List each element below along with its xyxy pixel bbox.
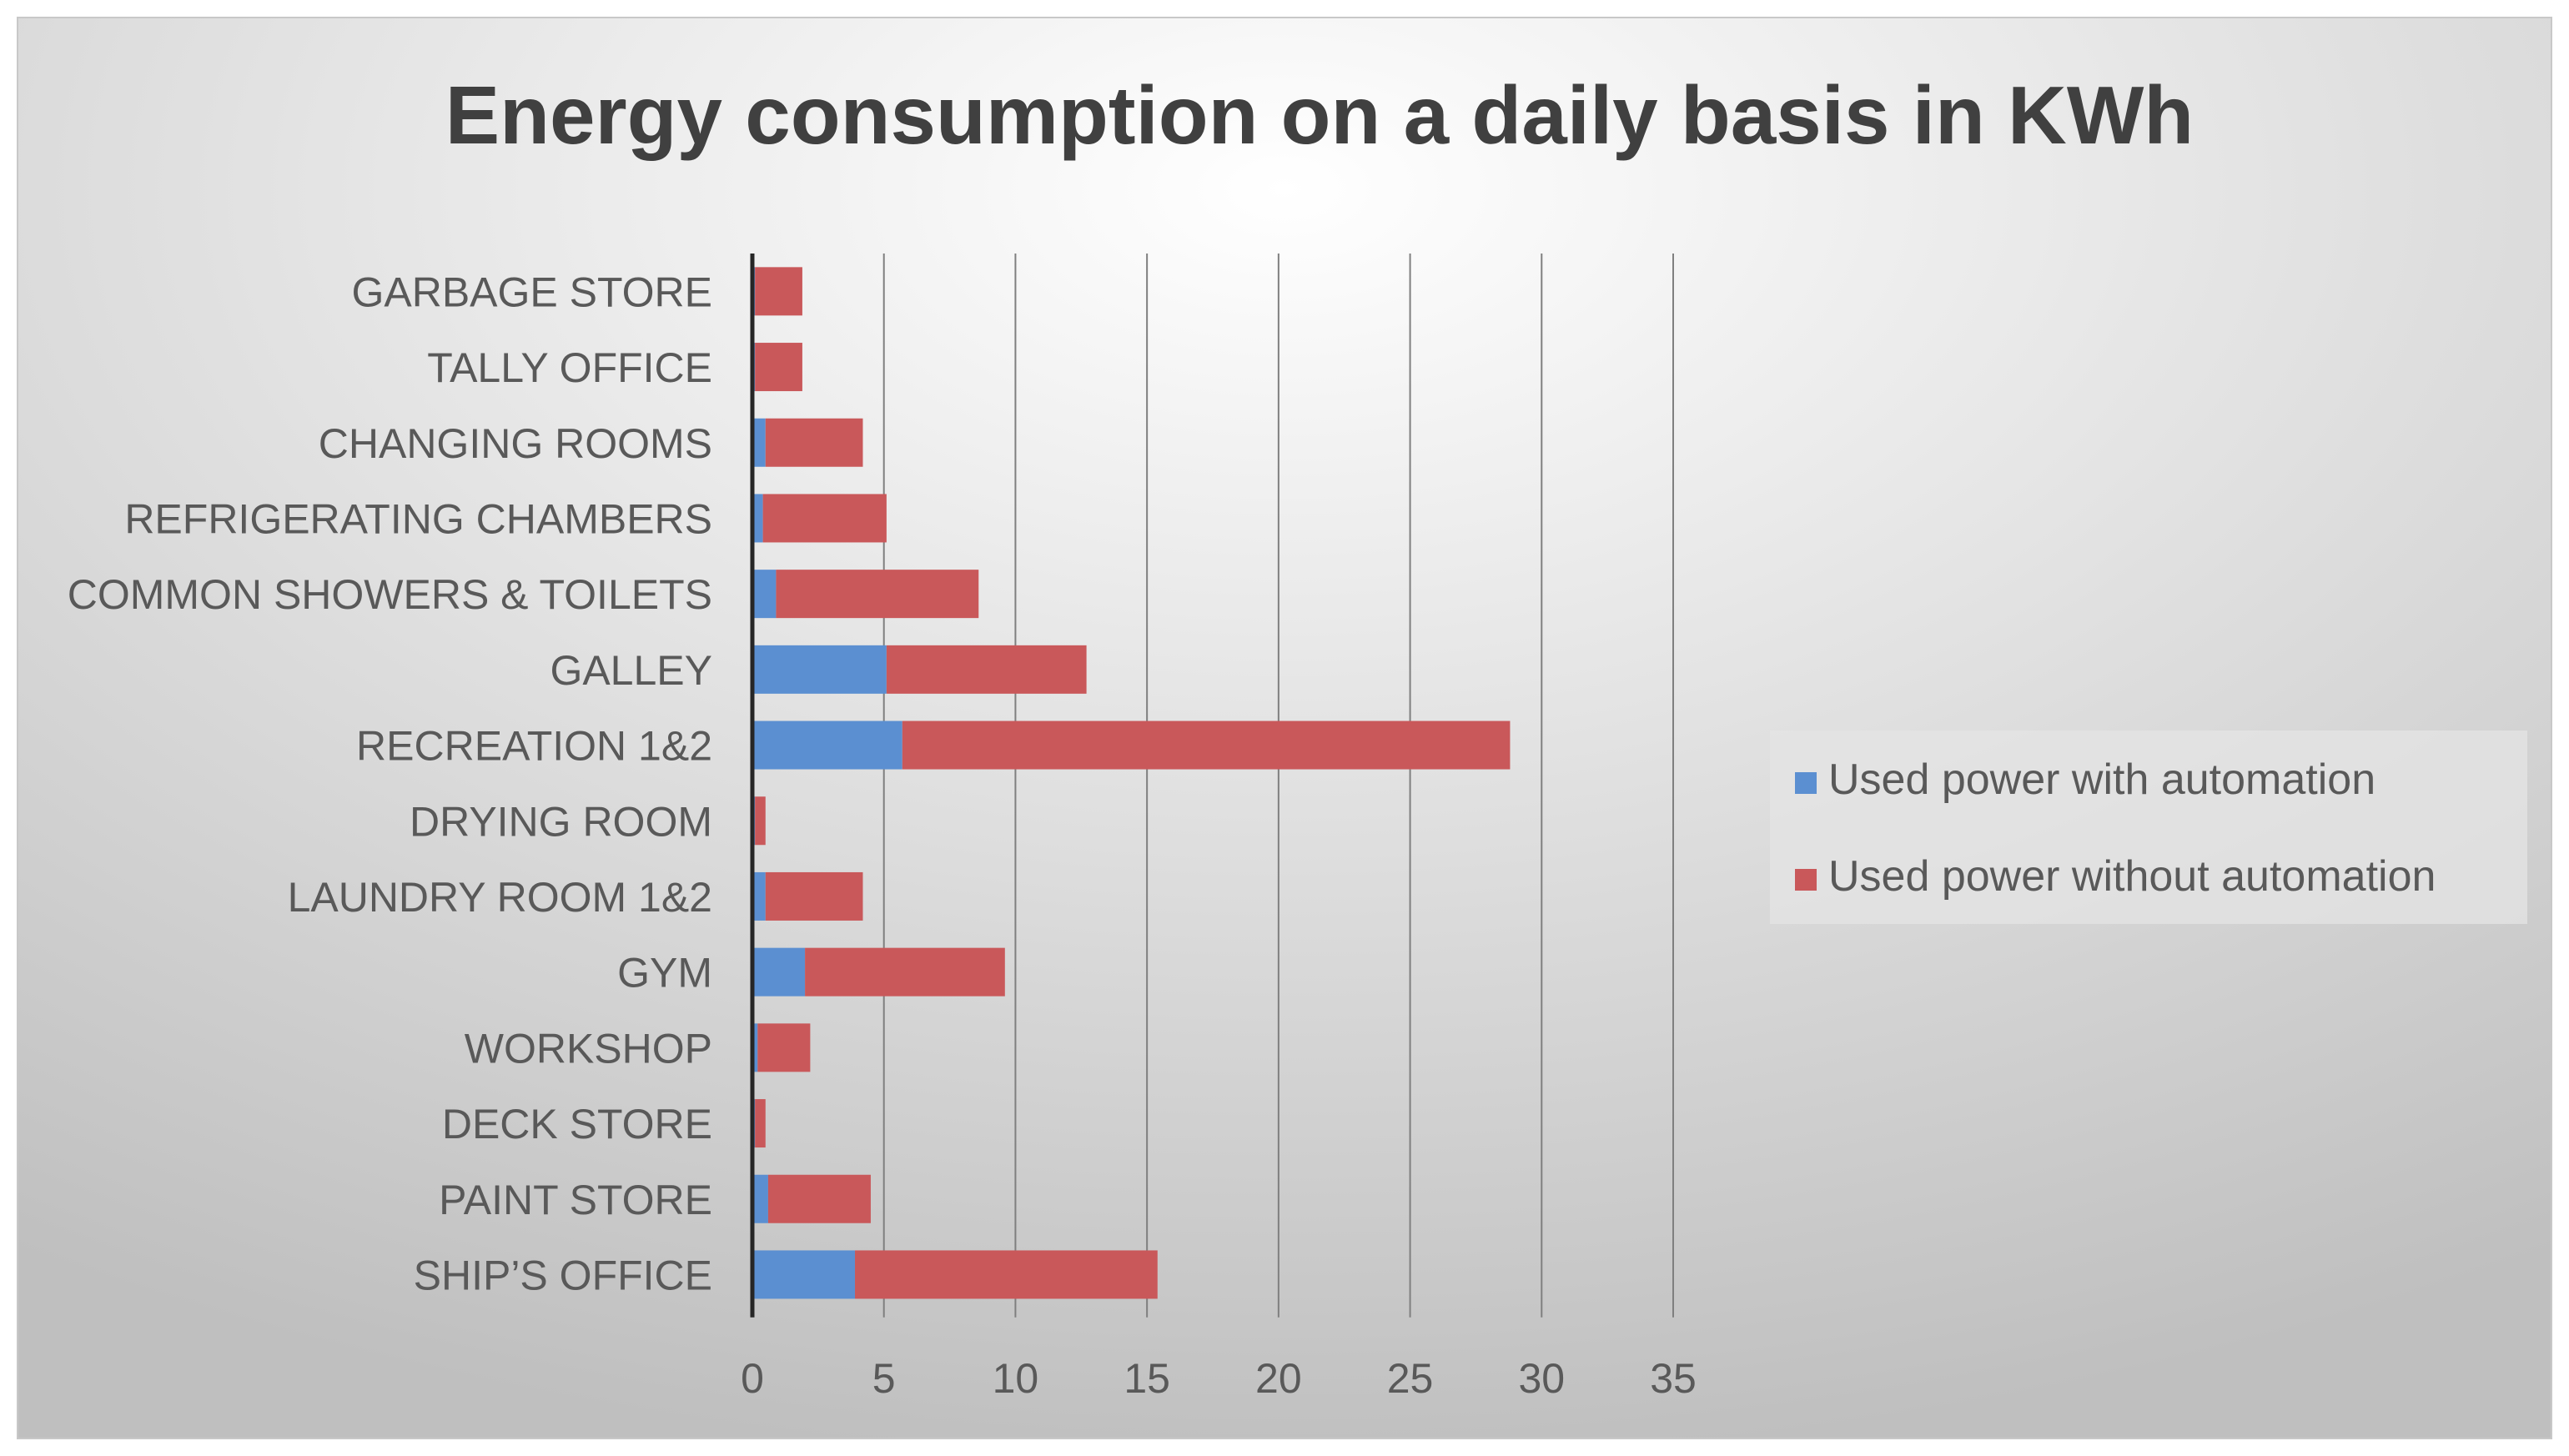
x-tick-label-20: 20 — [1255, 1355, 1302, 1402]
category-label-3: REFRIGERATING CHAMBERS — [124, 495, 712, 542]
bar-with-automation-9 — [752, 947, 806, 997]
bar-without-automation-10 — [757, 1023, 811, 1072]
chart-frame: Energy consumption on a daily basis in K… — [17, 17, 2552, 1439]
bar-without-automation-4 — [776, 570, 979, 619]
x-tick-labels: 0 5 10 15 20 25 30 35 — [741, 1355, 1697, 1402]
bars — [752, 267, 1511, 1299]
category-label-9: GYM — [617, 950, 712, 997]
legend-label-without-automation: Used power without automation — [1828, 852, 2436, 901]
x-tick-label-5: 5 — [872, 1355, 896, 1402]
bar-without-automation-12 — [767, 1174, 871, 1223]
bar-with-automation-5 — [752, 645, 887, 694]
bar-without-automation-13 — [855, 1250, 1158, 1299]
gridlines — [882, 254, 1674, 1318]
x-tick-label-15: 15 — [1124, 1355, 1170, 1402]
legend-swatch-without-automation — [1795, 869, 1817, 891]
category-label-4: COMMON SHOWERS & TOILETS — [68, 571, 712, 618]
bar-with-automation-8 — [752, 871, 766, 921]
bar-with-automation-13 — [752, 1250, 856, 1299]
bar-with-automation-10 — [752, 1023, 758, 1072]
category-label-7: DRYING ROOM — [410, 798, 712, 845]
category-label-12: PAINT STORE — [439, 1177, 712, 1223]
category-label-13: SHIP’S OFFICE — [414, 1252, 712, 1298]
x-tick-label-35: 35 — [1650, 1355, 1697, 1402]
bar-without-automation-1 — [755, 343, 802, 392]
bar-without-automation-2 — [765, 418, 863, 467]
legend: Used power with automation Used power wi… — [1770, 731, 2527, 924]
bar-without-automation-7 — [755, 796, 766, 846]
bar-without-automation-8 — [765, 871, 863, 921]
chart-canvas: Energy consumption on a daily basis in K… — [18, 18, 2551, 1438]
chart-title: Energy consumption on a daily basis in K… — [445, 69, 2194, 161]
x-tick-label-10: 10 — [993, 1355, 1039, 1402]
bar-with-automation-6 — [752, 720, 902, 770]
legend-swatch-with-automation — [1795, 772, 1817, 794]
bar-without-automation-11 — [755, 1099, 766, 1148]
legend-box — [1770, 731, 2527, 924]
category-label-2: CHANGING ROOMS — [319, 420, 712, 467]
category-label-1: TALLY OFFICE — [427, 344, 712, 391]
bar-without-automation-5 — [886, 645, 1087, 694]
x-tick-label-0: 0 — [741, 1355, 764, 1402]
category-label-10: WORKSHOP — [465, 1025, 712, 1072]
bar-without-automation-9 — [805, 947, 1005, 997]
bar-without-automation-3 — [762, 494, 887, 543]
bar-with-automation-12 — [752, 1174, 768, 1223]
bar-without-automation-6 — [902, 720, 1511, 770]
bar-without-automation-0 — [755, 267, 802, 316]
bar-with-automation-3 — [752, 494, 763, 543]
category-label-6: RECREATION 1&2 — [356, 723, 712, 770]
bar-with-automation-4 — [752, 570, 777, 619]
legend-label-with-automation: Used power with automation — [1828, 756, 2375, 804]
bar-with-automation-2 — [752, 418, 766, 467]
category-label-5: GALLEY — [550, 647, 712, 694]
category-label-0: GARBAGE STORE — [351, 269, 712, 315]
x-tick-label-30: 30 — [1518, 1355, 1565, 1402]
category-label-8: LAUNDRY ROOM 1&2 — [288, 874, 712, 921]
x-tick-label-25: 25 — [1387, 1355, 1434, 1402]
category-label-11: DECK STORE — [442, 1101, 712, 1147]
category-labels: GARBAGE STORE TALLY OFFICE CHANGING ROOMS R… — [68, 269, 712, 1298]
